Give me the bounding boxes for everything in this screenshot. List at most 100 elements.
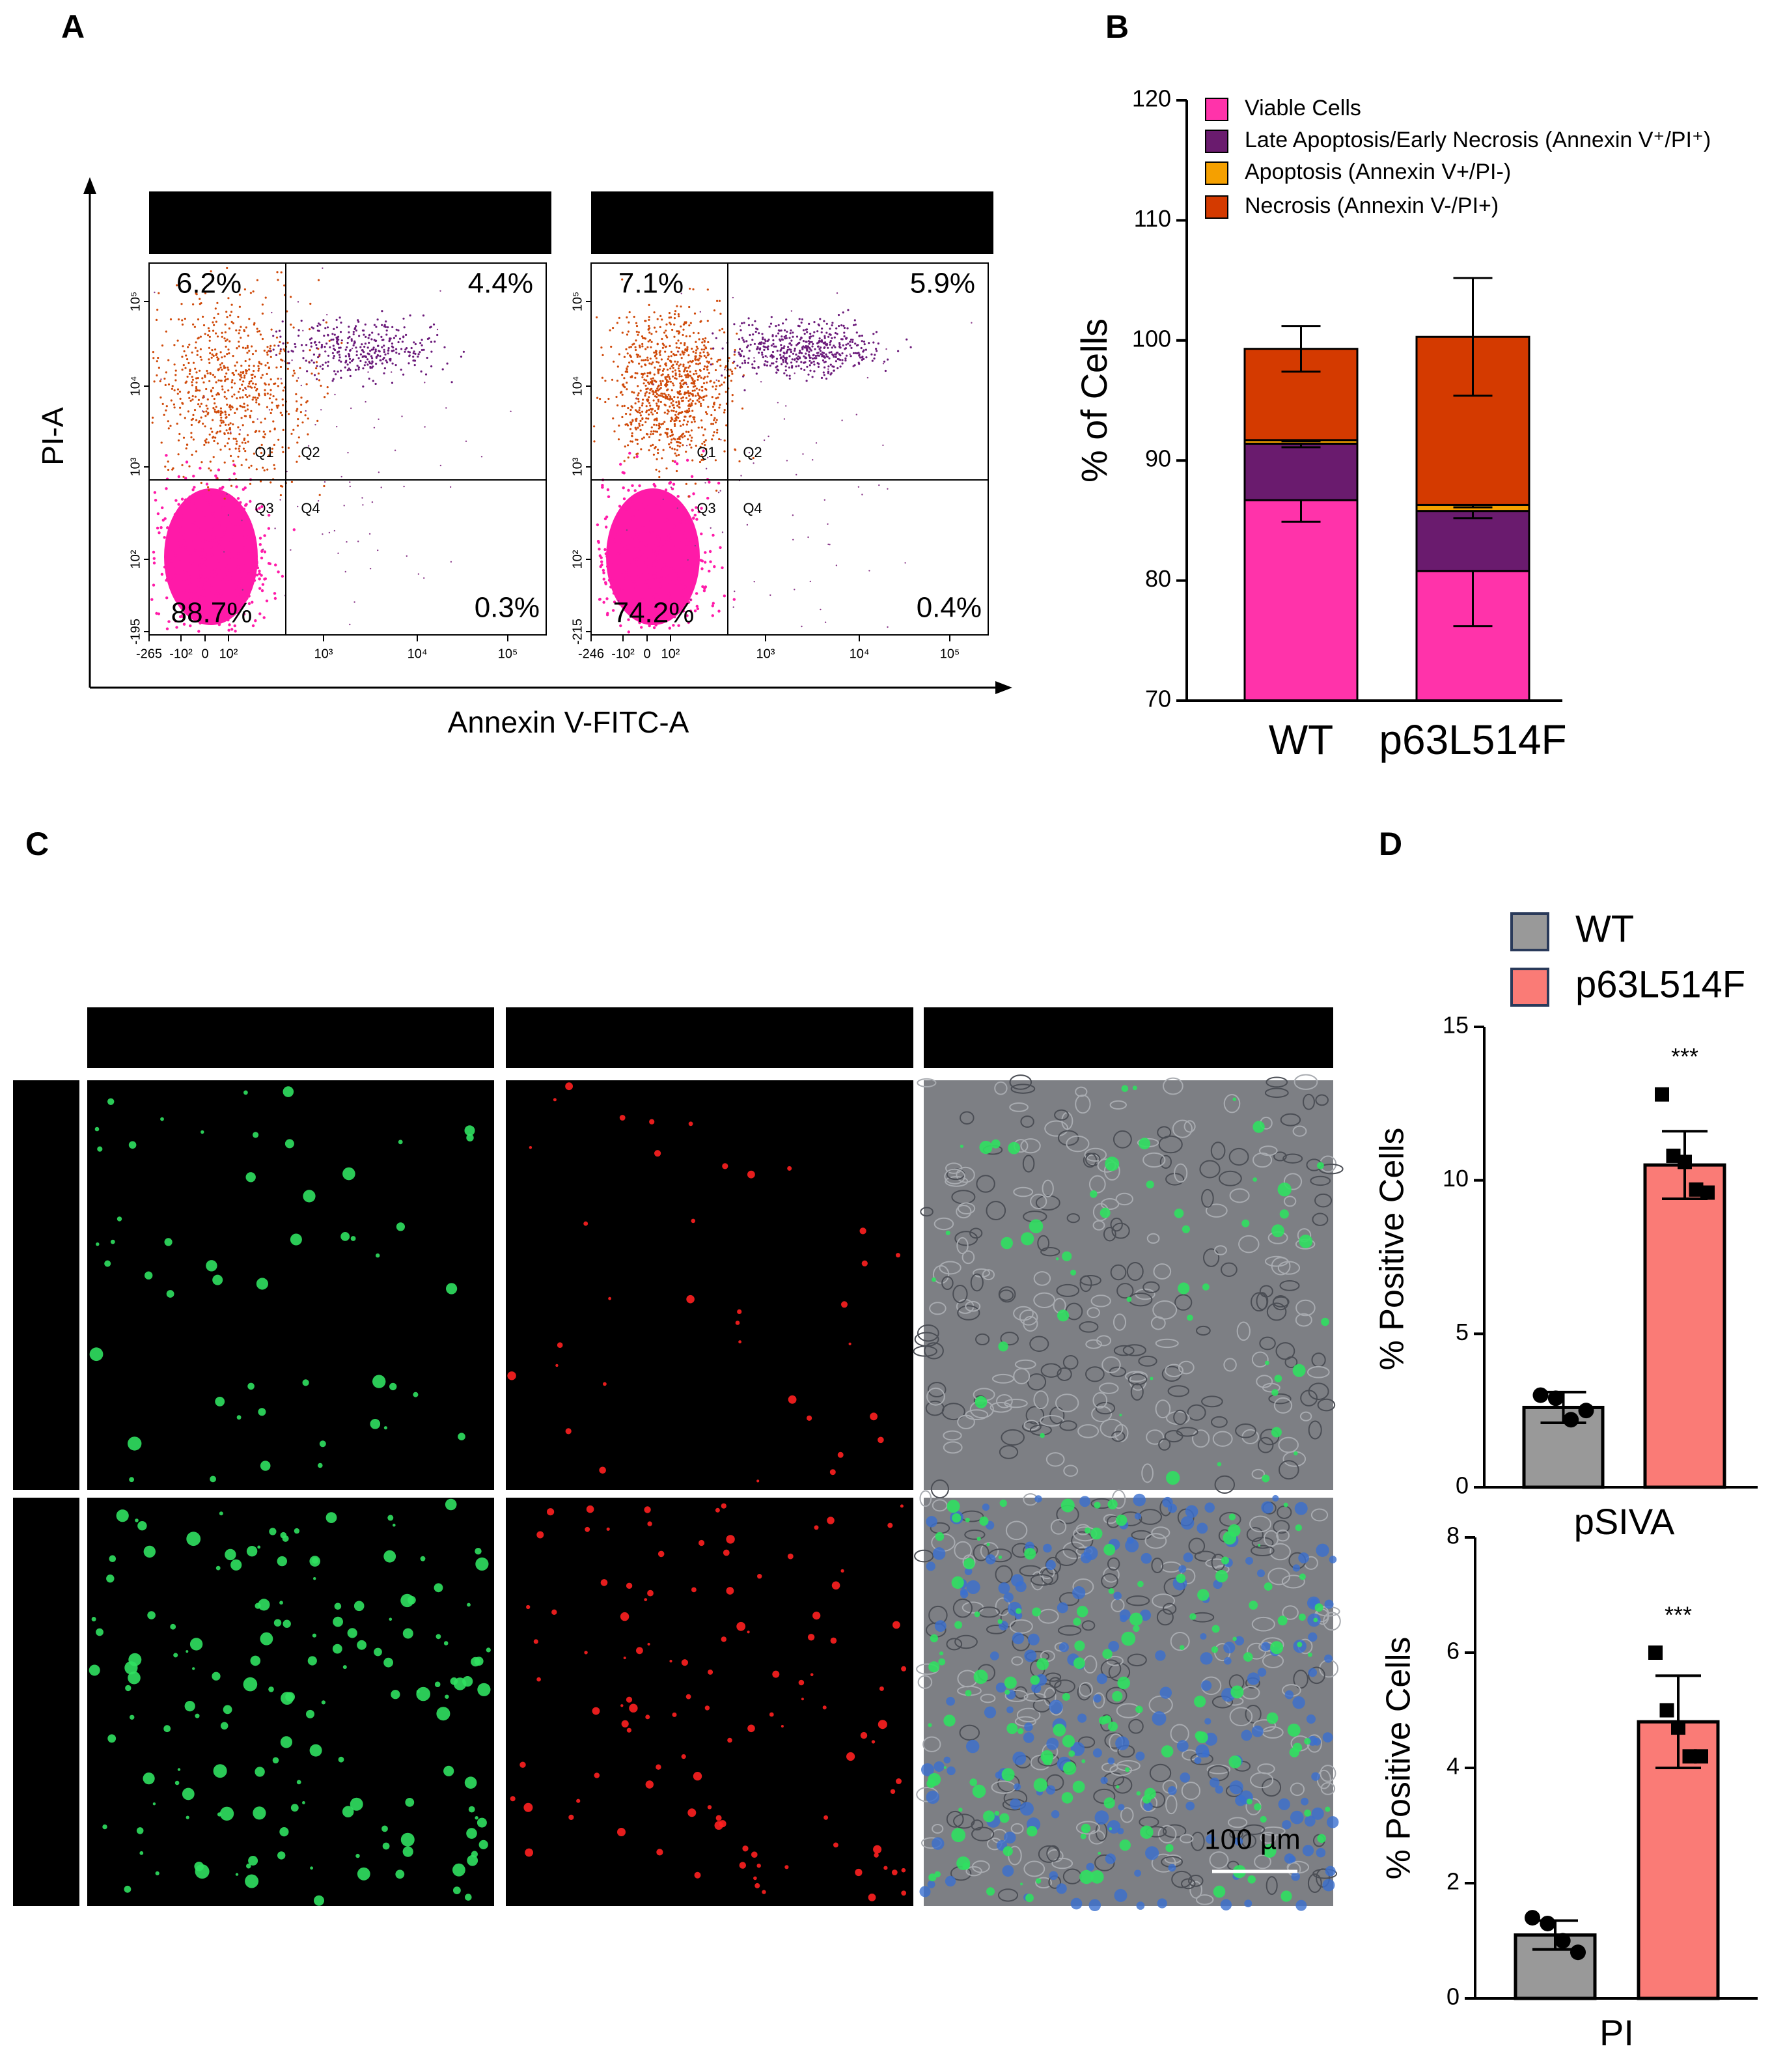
stain-spot <box>163 1725 171 1733</box>
flow-dot <box>156 526 159 530</box>
flow-dot <box>244 410 247 412</box>
stain-spot <box>166 1290 174 1298</box>
stain-spot <box>1139 1138 1151 1150</box>
cell <box>1092 1392 1108 1409</box>
stain-spot <box>91 1617 96 1621</box>
flow-dot <box>219 430 221 433</box>
flow-dot <box>651 535 655 538</box>
nucleus <box>1105 1853 1116 1864</box>
flow-dot <box>660 522 663 525</box>
flow-dot <box>180 518 184 521</box>
flow-dot <box>729 369 732 371</box>
flow-dot <box>602 578 605 581</box>
flow-dot <box>273 443 275 447</box>
flow-dot <box>808 352 810 354</box>
flow-dot <box>693 556 697 560</box>
flow-dot <box>307 433 309 436</box>
flow-dot <box>648 382 650 385</box>
flow-dot <box>705 468 708 469</box>
nucleus <box>1049 1871 1059 1881</box>
flow-dot <box>220 492 223 496</box>
flow-dot <box>258 507 261 510</box>
flow-dot <box>660 358 663 361</box>
flow-dot <box>163 377 166 380</box>
flow-dot <box>262 430 265 433</box>
flow-dot <box>692 385 695 388</box>
flow-dot <box>181 615 184 618</box>
flow-dot <box>230 548 234 551</box>
stain-spot <box>787 1553 794 1560</box>
flow-dot <box>666 375 669 378</box>
flow-dot <box>661 457 663 460</box>
stain-spot <box>756 1864 761 1868</box>
stain-spot <box>938 1658 946 1666</box>
flow-dot <box>253 579 256 582</box>
flow-dot <box>628 361 631 364</box>
flow-dot <box>691 566 695 569</box>
stain-spot <box>586 1505 594 1513</box>
flow-dot <box>152 357 155 359</box>
stain-spot <box>645 1715 650 1720</box>
flow-dot <box>667 380 670 383</box>
flow-dot <box>647 544 650 548</box>
stain-spot <box>1126 1296 1132 1302</box>
cell <box>1081 1620 1096 1631</box>
stain-spot <box>280 1532 287 1539</box>
flow-dot <box>628 321 630 324</box>
arrow-head <box>83 177 96 194</box>
flow-dot <box>254 619 257 623</box>
flow-dot <box>200 358 203 361</box>
flow-dot <box>221 362 223 365</box>
flow-dot <box>673 526 676 529</box>
flow-dot <box>234 594 238 598</box>
nucleus <box>1070 1897 1083 1910</box>
flow-dot <box>738 338 741 341</box>
dense-population <box>606 488 700 625</box>
flow-dot <box>702 338 704 341</box>
flow-dot <box>210 270 212 273</box>
flow-dot <box>679 382 682 385</box>
nucleus <box>1257 1668 1267 1677</box>
flow-dot <box>806 331 809 333</box>
flow-dot <box>666 412 669 415</box>
flow-dot <box>601 484 604 487</box>
flow-dot <box>657 425 661 427</box>
flow-dot <box>669 322 671 324</box>
flow-dot <box>626 529 628 531</box>
cell <box>1011 1656 1023 1666</box>
flow-dot <box>315 367 318 370</box>
flow-dot <box>705 356 708 359</box>
flow-dot <box>643 337 646 340</box>
flow-dot <box>671 371 674 373</box>
flow-dot <box>656 458 658 460</box>
stain-spot <box>620 1704 624 1707</box>
flow-dot <box>188 550 192 553</box>
stain-spot <box>896 1778 902 1784</box>
row-header <box>13 1498 79 1906</box>
flow-dot <box>177 453 180 456</box>
flow-dot <box>281 414 284 417</box>
flow-dot <box>704 439 707 441</box>
flow-dot <box>381 358 385 361</box>
flow-dot <box>193 501 197 505</box>
flow-dot <box>238 329 241 331</box>
flow-dot <box>691 395 694 397</box>
flow-dot <box>671 365 673 368</box>
stain-spot <box>1121 1085 1129 1092</box>
stain-spot <box>383 1426 388 1430</box>
cell <box>965 1300 981 1312</box>
flow-dot <box>395 352 398 354</box>
flow-dot <box>835 327 838 329</box>
flow-dot <box>849 341 851 343</box>
flow-dot <box>730 380 732 382</box>
flow-dot <box>362 355 365 357</box>
nucleus <box>1200 1680 1212 1691</box>
flow-dot <box>233 509 236 512</box>
flow-dot <box>220 421 223 424</box>
cell <box>1229 1707 1253 1727</box>
stain-spot <box>507 1371 516 1380</box>
flow-dot <box>681 553 685 557</box>
flow-dot <box>786 374 788 377</box>
flow-dot <box>688 395 691 397</box>
quadrant-percent: 5.9% <box>910 268 975 300</box>
